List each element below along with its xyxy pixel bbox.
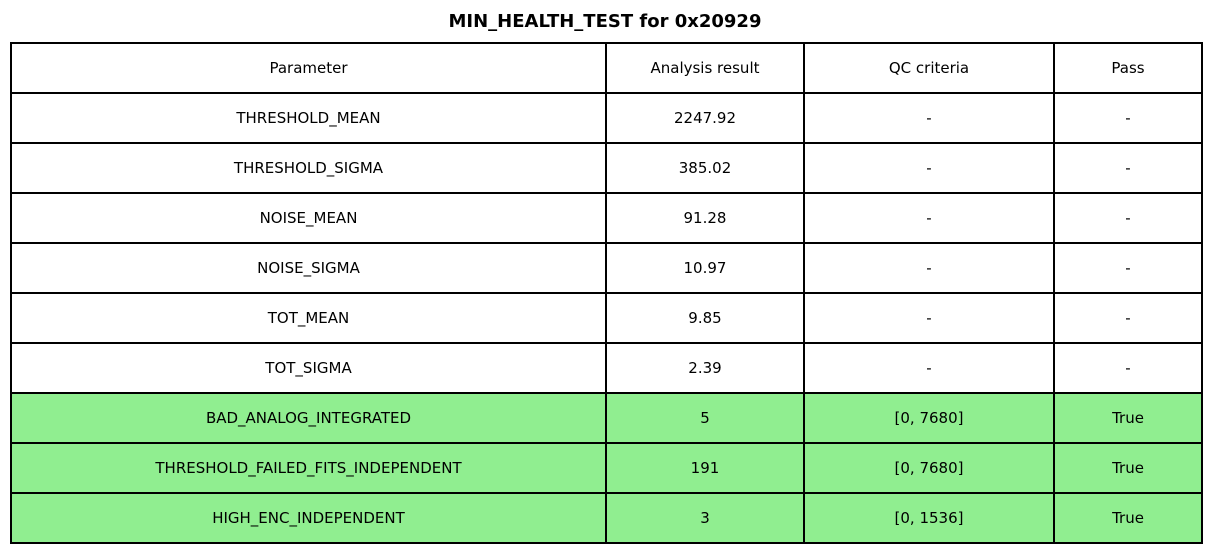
table-row: TOT_MEAN 9.85 - - xyxy=(10,292,1203,344)
cell-pass: True xyxy=(1053,442,1203,494)
cell-pass: True xyxy=(1053,392,1203,444)
cell-parameter: NOISE_SIGMA xyxy=(10,242,607,294)
cell-parameter: TOT_MEAN xyxy=(10,292,607,344)
col-header-qc-criteria: QC criteria xyxy=(803,42,1055,94)
cell-pass: - xyxy=(1053,192,1203,244)
col-header-parameter: Parameter xyxy=(10,42,607,94)
cell-analysis-result: 9.85 xyxy=(605,292,805,344)
cell-pass: True xyxy=(1053,492,1203,544)
cell-parameter: NOISE_MEAN xyxy=(10,192,607,244)
cell-qc-criteria: - xyxy=(803,342,1055,394)
cell-analysis-result: 3 xyxy=(605,492,805,544)
table-header-row: Parameter Analysis result QC criteria Pa… xyxy=(10,42,1203,94)
table-row: BAD_ANALOG_INTEGRATED 5 [0, 7680] True xyxy=(10,392,1203,444)
page-title: MIN_HEALTH_TEST for 0x20929 xyxy=(448,10,762,32)
cell-qc-criteria: [0, 7680] xyxy=(803,442,1055,494)
cell-analysis-result: 2247.92 xyxy=(605,92,805,144)
table-row: NOISE_SIGMA 10.97 - - xyxy=(10,242,1203,294)
cell-qc-criteria: [0, 1536] xyxy=(803,492,1055,544)
cell-parameter: TOT_SIGMA xyxy=(10,342,607,394)
cell-qc-criteria: [0, 7680] xyxy=(803,392,1055,444)
cell-pass: - xyxy=(1053,92,1203,144)
cell-qc-criteria: - xyxy=(803,92,1055,144)
cell-analysis-result: 5 xyxy=(605,392,805,444)
cell-analysis-result: 191 xyxy=(605,442,805,494)
table-row: TOT_SIGMA 2.39 - - xyxy=(10,342,1203,394)
cell-pass: - xyxy=(1053,142,1203,194)
cell-qc-criteria: - xyxy=(803,292,1055,344)
table-row: THRESHOLD_MEAN 2247.92 - - xyxy=(10,92,1203,144)
cell-qc-criteria: - xyxy=(803,142,1055,194)
cell-pass: - xyxy=(1053,292,1203,344)
cell-pass: - xyxy=(1053,242,1203,294)
table-row: THRESHOLD_FAILED_FITS_INDEPENDENT 191 [0… xyxy=(10,442,1203,494)
col-header-pass: Pass xyxy=(1053,42,1203,94)
cell-parameter: HIGH_ENC_INDEPENDENT xyxy=(10,492,607,544)
cell-qc-criteria: - xyxy=(803,192,1055,244)
qc-results-table: Parameter Analysis result QC criteria Pa… xyxy=(10,42,1203,544)
col-header-analysis-result: Analysis result xyxy=(605,42,805,94)
table-row: THRESHOLD_SIGMA 385.02 - - xyxy=(10,142,1203,194)
cell-parameter: THRESHOLD_SIGMA xyxy=(10,142,607,194)
cell-analysis-result: 10.97 xyxy=(605,242,805,294)
cell-analysis-result: 2.39 xyxy=(605,342,805,394)
cell-analysis-result: 91.28 xyxy=(605,192,805,244)
table-row: HIGH_ENC_INDEPENDENT 3 [0, 1536] True xyxy=(10,492,1203,544)
cell-pass: - xyxy=(1053,342,1203,394)
cell-parameter: THRESHOLD_MEAN xyxy=(10,92,607,144)
cell-analysis-result: 385.02 xyxy=(605,142,805,194)
cell-parameter: THRESHOLD_FAILED_FITS_INDEPENDENT xyxy=(10,442,607,494)
cell-parameter: BAD_ANALOG_INTEGRATED xyxy=(10,392,607,444)
table-row: NOISE_MEAN 91.28 - - xyxy=(10,192,1203,244)
cell-qc-criteria: - xyxy=(803,242,1055,294)
